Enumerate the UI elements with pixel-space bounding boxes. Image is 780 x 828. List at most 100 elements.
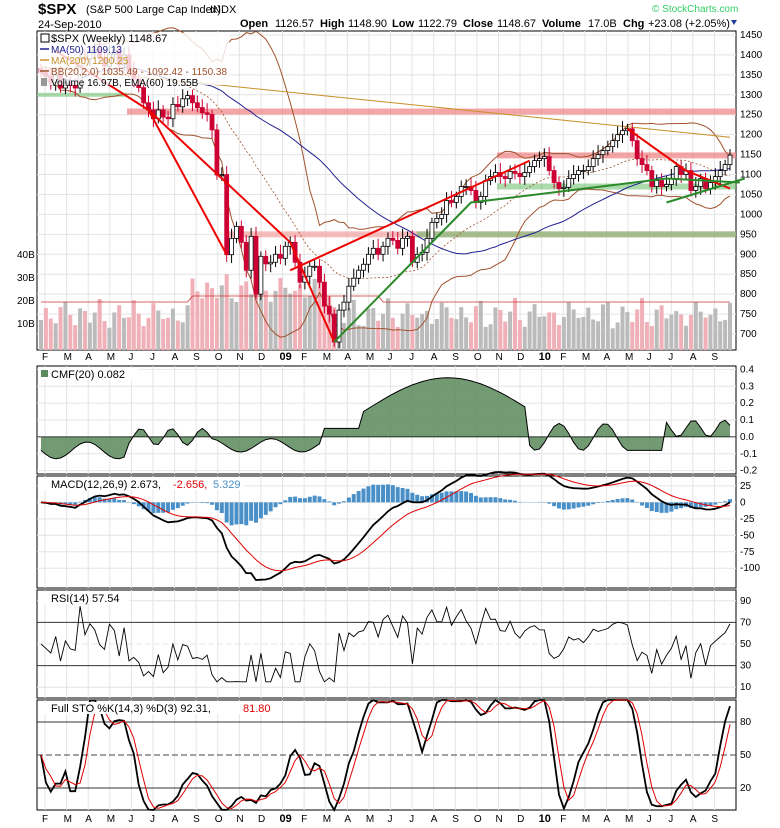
candle-body <box>698 178 704 187</box>
sto-legend-k: Full STO %K(14,3) %D(3) 92.31, <box>51 703 211 715</box>
volume-tick: 40B <box>17 250 35 261</box>
candle-body <box>434 218 440 223</box>
price-y-tick: 900 <box>740 249 757 260</box>
macd-histogram-bar <box>337 502 342 504</box>
macd-histogram-bar <box>97 497 102 503</box>
x-tick-label: 10 <box>539 813 551 825</box>
x-tick-label: M <box>582 352 590 363</box>
volume-bar <box>244 281 249 350</box>
x-tick-label: 09 <box>280 813 292 825</box>
volume-bar <box>434 319 439 350</box>
x-tick-label: N <box>495 352 502 363</box>
x-tick-label: A <box>85 814 92 825</box>
macd-y-tick: -25 <box>740 514 755 525</box>
macd-histogram-bar <box>556 502 561 509</box>
x-tick-label: J <box>647 352 652 363</box>
high-label: High <box>320 18 345 30</box>
candle-body <box>439 214 445 219</box>
candle-body <box>478 196 484 203</box>
stochastic-d-line <box>40 699 731 810</box>
candle-body <box>532 160 537 167</box>
macd-histogram-bar <box>122 500 127 503</box>
candle-body <box>219 174 225 176</box>
price-y-tick: 1450 <box>740 30 763 41</box>
macd-histogram-bar <box>708 502 713 507</box>
volume-value: 17.0B <box>588 18 617 30</box>
macd-line <box>40 471 731 582</box>
macd-histogram-bar <box>561 502 566 510</box>
cmf-y-tick: 0.4 <box>740 364 754 375</box>
x-tick-label: J <box>647 814 652 825</box>
candle-body <box>268 261 274 265</box>
legend-swatch <box>41 78 47 86</box>
candle-body <box>160 109 166 118</box>
volume-bar <box>156 310 161 350</box>
open-label: Open <box>240 18 268 30</box>
macd-legend-signal: -2.656, <box>173 479 207 491</box>
volume-bar <box>522 326 527 350</box>
macd-histogram-bar <box>214 502 219 511</box>
legend-ma200: MA(200) 1200.25 <box>51 56 129 67</box>
candle-body <box>390 237 396 241</box>
x-tick-label: S <box>452 814 459 825</box>
macd-histogram-bar <box>244 502 249 526</box>
rsi-y-tick: 90 <box>740 596 752 607</box>
volume-bar <box>327 296 332 350</box>
x-tick-label: S <box>711 814 718 825</box>
candle-body <box>654 180 660 187</box>
candle-body <box>317 265 322 283</box>
volume-bar <box>68 314 73 350</box>
x-tick-label: J <box>668 814 673 825</box>
candle-body <box>644 164 650 171</box>
rsi-line <box>40 605 731 683</box>
down-arrow-icon <box>731 20 737 25</box>
price-y-tick: 1200 <box>740 130 763 141</box>
candle-body <box>522 172 528 177</box>
macd-histogram-bar <box>693 502 698 508</box>
macd-histogram-bar <box>674 502 679 510</box>
volume-bar <box>679 314 684 350</box>
volume-bar <box>214 297 219 350</box>
volume-bar <box>97 299 102 350</box>
candle-body <box>473 190 479 203</box>
volume-bar <box>151 303 156 350</box>
volume-bar <box>87 322 92 350</box>
trendline-green <box>333 177 740 343</box>
macd-histogram-bar <box>112 498 117 503</box>
volume-bar <box>117 305 122 350</box>
volume-bar <box>410 314 415 350</box>
macd-histogram-bar <box>728 499 732 503</box>
volume-bar <box>688 314 693 350</box>
volume-bar <box>107 327 112 350</box>
candle-body <box>502 176 508 179</box>
candle-body <box>409 235 415 263</box>
legend-ma50: MA(50) 1109.13 <box>51 45 122 56</box>
candle-body <box>351 277 357 287</box>
volume-bar <box>552 312 557 350</box>
x-tick-label: J <box>150 352 155 363</box>
x-tick-label: A <box>85 352 92 363</box>
volume-bar <box>175 320 180 350</box>
volume-bar <box>429 323 434 350</box>
volume-bar <box>224 274 229 350</box>
sto-y-tick: 80 <box>740 717 752 728</box>
x-tick-label: S <box>193 814 200 825</box>
candle-body <box>527 166 533 173</box>
x-tick-label: D <box>517 352 524 363</box>
macd-histogram-bar <box>249 502 254 521</box>
rsi-y-tick: 50 <box>740 639 752 650</box>
legend-bg <box>39 702 274 714</box>
volume-bar <box>405 303 410 350</box>
macd-histogram-bar <box>131 502 136 505</box>
macd-histogram-bar <box>278 502 283 505</box>
volume-bar <box>444 307 449 350</box>
macd-histogram-bar <box>395 487 400 503</box>
volume-bar <box>718 321 723 350</box>
macd-y-tick: -100 <box>740 563 760 574</box>
macd-histogram-bar <box>464 491 469 503</box>
volume-bar <box>723 319 728 350</box>
volume-ema-line <box>41 295 730 303</box>
x-tick-label: M <box>625 814 633 825</box>
x-tick-label: S <box>711 352 718 363</box>
candle-body <box>664 184 669 187</box>
